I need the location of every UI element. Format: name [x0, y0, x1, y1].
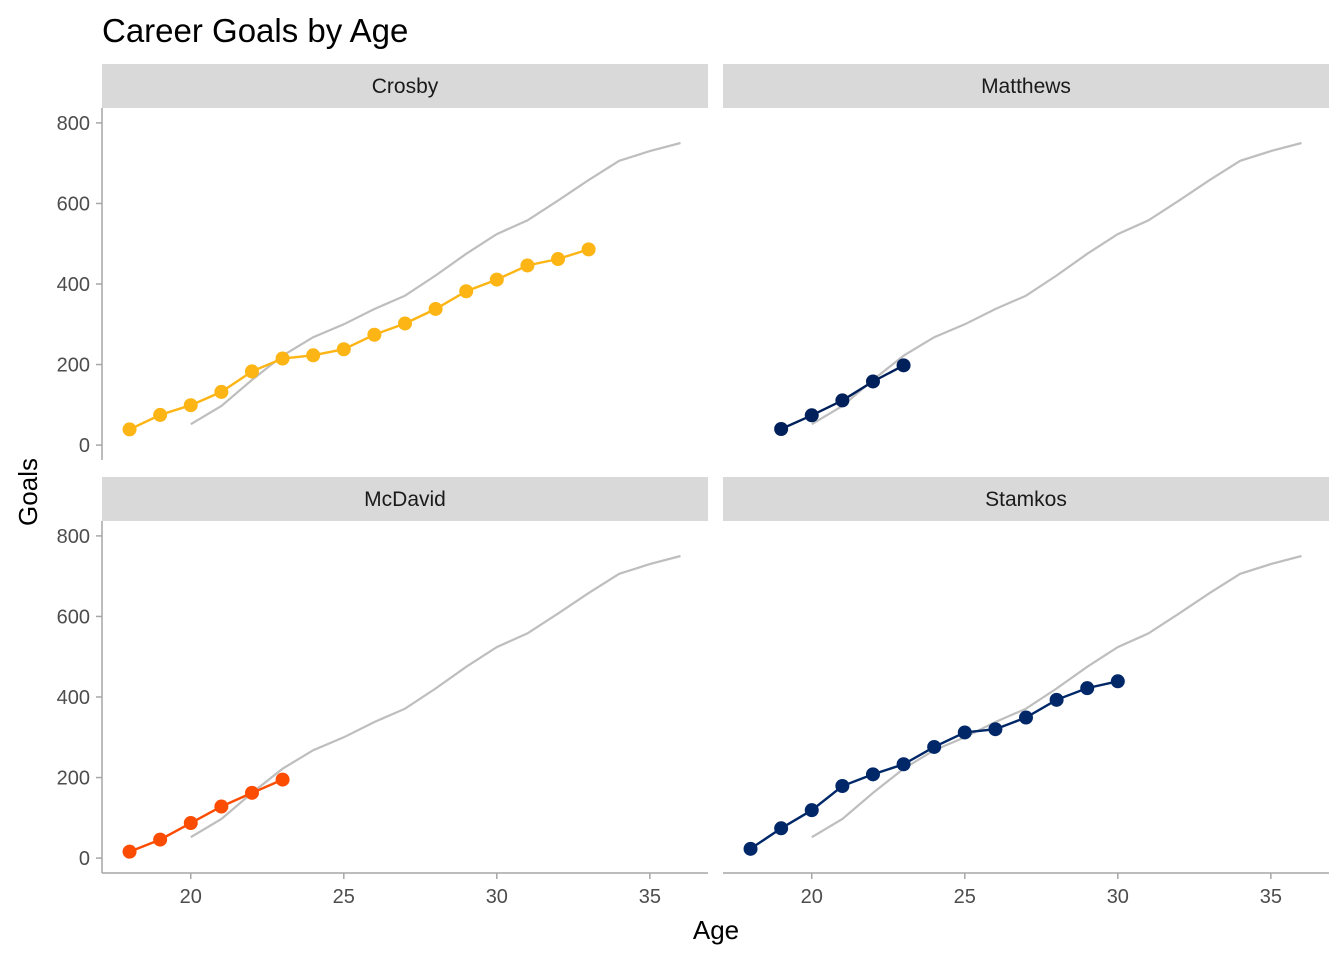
- data-point: [865, 767, 880, 782]
- data-point: [153, 407, 168, 422]
- data-point: [804, 408, 819, 423]
- data-point: [1019, 710, 1033, 725]
- data-point: [865, 374, 880, 389]
- y-tick-label: 400: [57, 274, 90, 296]
- facet-strip: [723, 64, 1329, 108]
- data-point: [122, 422, 137, 437]
- panel-stamkos: Stamkos 20 25 30 35: [723, 477, 1329, 908]
- reference-line: [190, 554, 681, 839]
- reference-line: [811, 554, 1302, 839]
- data-point: [896, 358, 911, 373]
- data-point: [122, 844, 137, 859]
- data-point: [214, 799, 229, 814]
- data-point: [183, 816, 198, 831]
- data-point: [459, 284, 474, 299]
- data-point: [275, 772, 290, 787]
- data-point: [336, 342, 351, 357]
- y-tick-label: 600: [57, 606, 90, 628]
- data-point: [367, 327, 382, 342]
- data-point: [214, 384, 229, 399]
- data-point: [581, 242, 596, 257]
- data-point: [183, 398, 198, 413]
- data-point: [153, 832, 168, 847]
- facet-strip: [102, 64, 708, 108]
- y-tick-label: 200: [57, 355, 90, 377]
- facet-strip: [102, 477, 708, 521]
- data-point: [306, 348, 321, 363]
- data-point: [398, 316, 412, 331]
- facet-label: McDavid: [364, 488, 446, 511]
- data-point: [428, 301, 443, 316]
- reference-line: [811, 141, 1302, 426]
- x-tick-label: 20: [180, 886, 202, 908]
- facet-label: Matthews: [981, 75, 1071, 98]
- panel-mcdavid: McDavid 0 200 400 600 800 20 25 30 35: [57, 477, 708, 908]
- data-point: [804, 803, 819, 818]
- data-point: [520, 258, 535, 273]
- data-point: [835, 393, 850, 408]
- x-tick-label: 30: [486, 886, 508, 908]
- reference-line: [190, 141, 681, 426]
- data-point: [244, 785, 259, 800]
- chart-title: Career Goals by Age: [102, 12, 408, 49]
- series-line: [128, 248, 589, 431]
- facet-panels: Crosby 0 200 400 600 800 Matthews McDavid 0 200 40…: [57, 64, 1329, 908]
- series-line: [129, 778, 284, 853]
- data-point: [551, 252, 566, 267]
- data-point: [774, 821, 789, 836]
- x-tick-label: 35: [1260, 886, 1282, 908]
- y-tick-label: 0: [79, 848, 90, 870]
- data-point: [244, 364, 259, 379]
- facet-label: Crosby: [372, 75, 439, 98]
- y-tick-label: 600: [57, 193, 90, 215]
- x-tick-label: 25: [333, 886, 355, 908]
- y-tick-label: 400: [57, 687, 90, 709]
- y-tick-label: 800: [57, 526, 90, 548]
- y-tick-label: 200: [57, 768, 90, 790]
- panel-matthews: Matthews: [723, 64, 1329, 436]
- x-tick-label: 25: [954, 886, 976, 908]
- x-axis-title: Age: [693, 915, 739, 945]
- data-point: [988, 722, 1003, 737]
- y-tick-label: 0: [79, 435, 90, 457]
- series-line: [749, 680, 1119, 850]
- y-axis-title: Goals: [13, 458, 43, 526]
- x-tick-label: 20: [801, 886, 823, 908]
- y-tick-label: 800: [57, 113, 90, 135]
- data-point: [774, 421, 789, 436]
- data-point: [1110, 674, 1125, 689]
- facet-strip: [723, 477, 1329, 521]
- data-point: [927, 739, 942, 754]
- data-point: [835, 779, 850, 794]
- data-point: [896, 757, 911, 772]
- data-point: [1049, 692, 1064, 707]
- x-tick-label: 30: [1107, 886, 1129, 908]
- data-point: [743, 841, 758, 856]
- data-point: [489, 272, 504, 287]
- panel-crosby: Crosby 0 200 400 600 800: [57, 64, 708, 460]
- data-point: [1080, 681, 1095, 696]
- data-point: [275, 351, 290, 366]
- facet-label: Stamkos: [985, 488, 1067, 511]
- data-point: [957, 725, 972, 740]
- x-tick-label: 35: [639, 886, 661, 908]
